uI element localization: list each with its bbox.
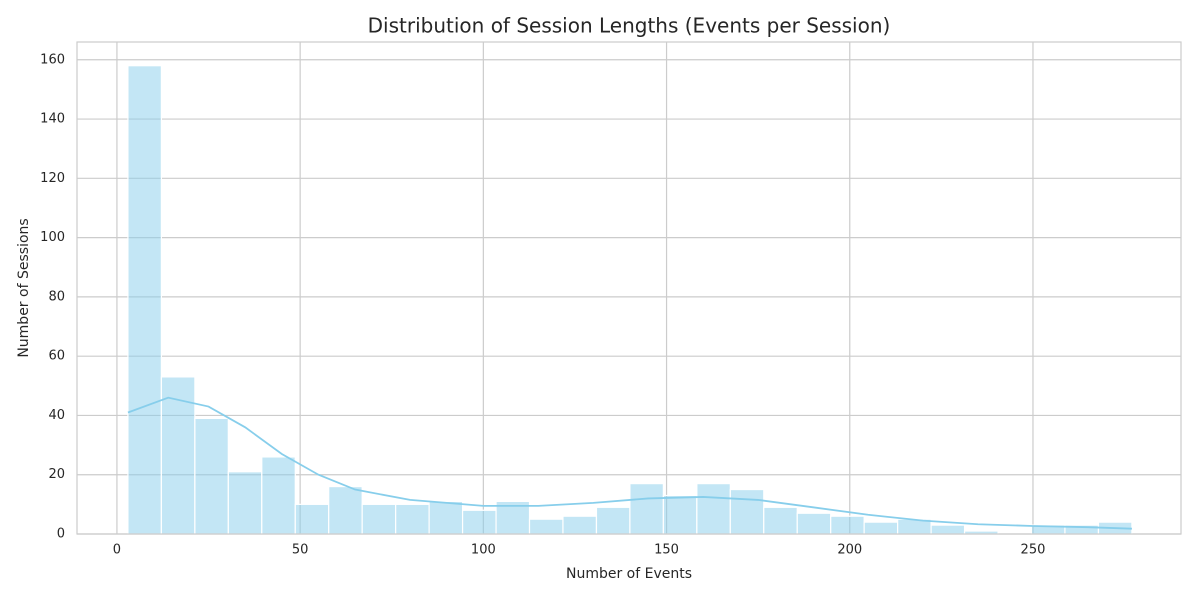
x-tick-label: 200 bbox=[837, 543, 862, 558]
histogram-bar bbox=[294, 503, 330, 535]
histogram-bar bbox=[662, 494, 698, 535]
histogram-bar bbox=[863, 521, 899, 535]
histogram-bar bbox=[428, 500, 464, 535]
histogram-bar bbox=[461, 509, 497, 535]
y-tick-label: 120 bbox=[40, 171, 65, 186]
histogram-bar bbox=[227, 471, 263, 535]
histogram-bar bbox=[763, 506, 798, 535]
x-axis-label: Number of Events bbox=[566, 566, 692, 582]
x-tick-label: 150 bbox=[654, 543, 679, 558]
histogram-bar bbox=[595, 506, 631, 535]
histogram-bar bbox=[127, 65, 162, 535]
x-tick-label: 50 bbox=[292, 543, 309, 558]
x-tick-label: 250 bbox=[1021, 543, 1046, 558]
y-tick-label: 160 bbox=[40, 52, 65, 67]
histogram-bar bbox=[830, 515, 865, 535]
histogram-bar bbox=[194, 417, 229, 535]
y-tick-label: 140 bbox=[40, 112, 65, 127]
histogram-bar bbox=[729, 488, 765, 535]
histogram-bar bbox=[696, 483, 731, 535]
histogram-bar bbox=[495, 500, 531, 535]
histogram-bar bbox=[261, 456, 296, 535]
histogram-bar bbox=[796, 512, 832, 535]
histogram-bar bbox=[562, 515, 598, 535]
kde-line bbox=[127, 396, 1132, 530]
histogram-bar bbox=[629, 483, 664, 535]
y-tick-label: 40 bbox=[48, 408, 65, 423]
histogram-bar bbox=[528, 518, 564, 535]
histogram-bar bbox=[328, 485, 363, 535]
y-tick-label: 20 bbox=[48, 467, 65, 482]
y-tick-label: 60 bbox=[48, 349, 65, 364]
histogram-bar bbox=[395, 503, 430, 535]
x-tick-label: 100 bbox=[471, 543, 496, 558]
histogram-bar bbox=[930, 524, 966, 535]
chart-title: Distribution of Session Lengths (Events … bbox=[368, 14, 891, 38]
y-tick-label: 100 bbox=[40, 230, 65, 245]
histogram-bar bbox=[361, 503, 397, 535]
y-tick-label: 0 bbox=[57, 527, 65, 542]
x-tick-label: 0 bbox=[113, 543, 121, 558]
plot-frame bbox=[76, 41, 1182, 535]
y-axis-label: Number of Sessions bbox=[16, 218, 32, 357]
y-tick-label: 80 bbox=[48, 289, 65, 304]
